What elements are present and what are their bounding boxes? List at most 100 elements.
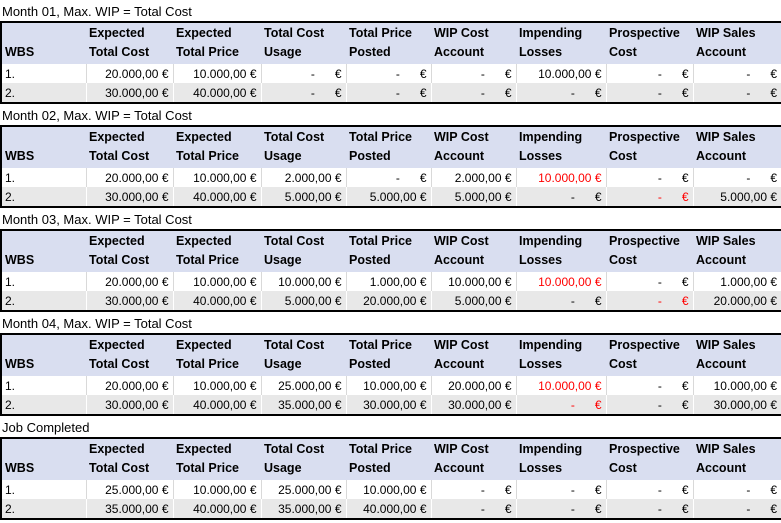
value-cell: 10.000,00 €	[516, 272, 607, 291]
column-header-line2: Total Cost	[89, 149, 150, 163]
column-header-line2: Total Price	[176, 461, 239, 475]
wbs-cell: 1.	[1, 376, 87, 395]
column-header: Total Price Posted	[346, 126, 431, 168]
column-header-line1: Total Price	[349, 234, 412, 248]
section: Month 03, Max. WIP = Total Cost WBS Expect…	[0, 209, 781, 312]
column-header-line1: Expected	[176, 130, 232, 144]
value-cell: 10.000,00 €	[516, 64, 607, 83]
column-header: Expected Total Price	[173, 230, 261, 272]
column-header-line2: Total Price	[176, 253, 239, 267]
value-cell: 30.000,00 €	[693, 395, 781, 415]
value-cell: - €	[606, 168, 694, 187]
column-header-line1	[5, 128, 83, 147]
column-header-line1: Expected	[89, 442, 145, 456]
column-header-line1: Expected	[176, 338, 232, 352]
column-header-line2: Total Cost	[89, 461, 150, 475]
value-cell: 1.000,00 €	[346, 272, 432, 291]
column-header-line2: Losses	[519, 149, 563, 163]
column-header-line2: Posted	[349, 461, 391, 475]
value-cell: 2.000,00 €	[261, 168, 347, 187]
wip-table: WBS Expected Total Cost Expected Total Price…	[0, 229, 781, 312]
value-cell: - €	[346, 168, 432, 187]
column-header-line2: Account	[696, 357, 746, 371]
wip-table: WBS Expected Total Cost Expected Total Price…	[0, 125, 781, 208]
value-cell: - €	[606, 272, 694, 291]
column-header-line1: WIP Cost	[434, 26, 489, 40]
column-header: WIP Cost Account	[431, 230, 516, 272]
value-cell: 20.000,00 €	[86, 168, 174, 187]
section-title: Month 03, Max. WIP = Total Cost	[2, 211, 192, 227]
value-cell: 10.000,00 €	[516, 168, 607, 187]
column-header: WIP Sales Account	[693, 230, 781, 272]
column-header-line1: WIP Cost	[434, 338, 489, 352]
column-header-line1: Prospective	[609, 234, 680, 248]
wip-table: WBS Expected Total Cost Expected Total Price…	[0, 21, 781, 104]
column-header: Prospective Cost	[606, 230, 693, 272]
column-header: Expected Total Cost	[86, 438, 173, 480]
column-header-line1: Total Price	[349, 26, 412, 40]
column-header-line2: Losses	[519, 253, 563, 267]
column-header-line1: Impending	[519, 234, 583, 248]
value-cell: 2.000,00 €	[431, 168, 517, 187]
value-cell: 1.000,00 €	[693, 272, 781, 291]
value-cell: 10.000,00 €	[346, 376, 432, 395]
column-header-line2: WBS	[5, 357, 35, 371]
value-cell: 40.000,00 €	[346, 499, 432, 519]
column-header-line2: Posted	[349, 357, 391, 371]
value-cell: - €	[346, 64, 432, 83]
value-cell: 40.000,00 €	[173, 187, 262, 207]
value-cell: 10.000,00 €	[261, 272, 347, 291]
column-header: Total Cost Usage	[261, 126, 346, 168]
value-cell: 10.000,00 €	[173, 64, 262, 83]
wbs-cell: 2.	[1, 291, 87, 311]
value-cell: - €	[516, 395, 607, 415]
wbs-cell: 1.	[1, 272, 87, 291]
column-header-line2: Losses	[519, 45, 563, 59]
header-row: WBS Expected Total Cost Expected Total Price…	[1, 230, 781, 272]
column-header: Expected Total Price	[173, 334, 261, 376]
header-row: WBS Expected Total Cost Expected Total Price…	[1, 22, 781, 64]
value-cell: 40.000,00 €	[173, 395, 262, 415]
value-cell: 35.000,00 €	[261, 499, 347, 519]
value-cell: 40.000,00 €	[173, 83, 262, 103]
column-header-line1: WIP Sales	[696, 26, 756, 40]
value-cell: 35.000,00 €	[261, 395, 347, 415]
wbs-cell: 2.	[1, 395, 87, 415]
wbs-cell: 1.	[1, 480, 87, 499]
column-header: Prospective Cost	[606, 334, 693, 376]
value-cell: - €	[693, 168, 781, 187]
value-cell: 20.000,00 €	[346, 291, 432, 311]
section-title: Month 04, Max. WIP = Total Cost	[2, 315, 192, 331]
column-header: Total Cost Usage	[261, 334, 346, 376]
value-cell: 5.000,00 €	[346, 187, 432, 207]
value-cell: 25.000,00 €	[261, 376, 347, 395]
column-header-line2: Cost	[609, 253, 637, 267]
column-header-line1: Expected	[89, 26, 145, 40]
table-row: 2. 30.000,00 €40.000,00 € - € - € - € - € - € -…	[1, 83, 781, 103]
value-cell: - €	[516, 480, 607, 499]
value-cell: 5.000,00 €	[261, 187, 347, 207]
column-header: WBS	[1, 334, 86, 376]
column-header-line2: Losses	[519, 461, 563, 475]
column-header-line1: WIP Sales	[696, 338, 756, 352]
column-header-line1	[5, 232, 83, 251]
value-cell: 35.000,00 €	[86, 499, 174, 519]
column-header-line2: Posted	[349, 253, 391, 267]
column-header-line2: Account	[434, 461, 484, 475]
column-header-line2: Total Price	[176, 357, 239, 371]
column-header: WIP Sales Account	[693, 438, 781, 480]
column-header: WIP Cost Account	[431, 334, 516, 376]
column-header-line1: WIP Cost	[434, 442, 489, 456]
table-row: 2. 30.000,00 €40.000,00 €35.000,00 €30.00…	[1, 395, 781, 415]
column-header-line1: Prospective	[609, 338, 680, 352]
value-cell: 10.000,00 €	[173, 480, 262, 499]
column-header: WBS	[1, 22, 86, 64]
value-cell: - €	[516, 291, 607, 311]
table-row: 2. 30.000,00 €40.000,00 €5.000,00 €20.000…	[1, 291, 781, 311]
value-cell: 20.000,00 €	[693, 291, 781, 311]
column-header-line1: Total Cost	[264, 234, 325, 248]
value-cell: 10.000,00 €	[173, 272, 262, 291]
column-header: Prospective Cost	[606, 438, 693, 480]
column-header-line2: Losses	[519, 357, 563, 371]
column-header: Impending Losses	[516, 230, 606, 272]
